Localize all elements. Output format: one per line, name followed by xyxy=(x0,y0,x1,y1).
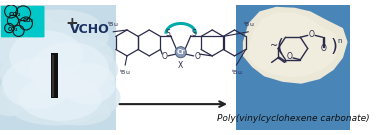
Text: O: O xyxy=(286,53,292,61)
Text: $^t$Bu: $^t$Bu xyxy=(231,68,242,77)
Text: n: n xyxy=(337,38,341,44)
Text: VCHO: VCHO xyxy=(70,23,110,36)
Ellipse shape xyxy=(0,40,46,81)
Text: (: ( xyxy=(276,38,284,56)
Ellipse shape xyxy=(30,42,109,98)
Ellipse shape xyxy=(9,30,84,81)
Ellipse shape xyxy=(0,28,97,74)
Ellipse shape xyxy=(39,21,109,54)
Text: CO₂: CO₂ xyxy=(9,12,21,17)
Text: S: S xyxy=(191,29,196,38)
Text: S: S xyxy=(166,29,170,38)
Text: CO₂: CO₂ xyxy=(8,27,18,32)
Text: $^t$Bu: $^t$Bu xyxy=(107,20,119,29)
Text: X: X xyxy=(178,61,183,70)
Ellipse shape xyxy=(19,74,102,121)
Ellipse shape xyxy=(33,58,97,100)
Ellipse shape xyxy=(16,10,99,37)
Ellipse shape xyxy=(46,98,111,125)
Ellipse shape xyxy=(0,14,60,51)
Bar xyxy=(51,53,58,98)
Ellipse shape xyxy=(0,51,74,98)
Text: ): ) xyxy=(330,38,337,56)
Bar xyxy=(236,5,350,130)
Text: O: O xyxy=(195,52,200,61)
Text: ~: ~ xyxy=(270,41,279,51)
Text: +: + xyxy=(65,16,78,31)
Ellipse shape xyxy=(9,72,93,114)
Ellipse shape xyxy=(0,88,28,116)
Ellipse shape xyxy=(53,37,113,74)
Text: Cr: Cr xyxy=(177,49,185,55)
Text: Poly(vinylcyclohexene carbonate): Poly(vinylcyclohexene carbonate) xyxy=(217,114,369,123)
Polygon shape xyxy=(243,7,348,84)
Bar xyxy=(116,5,236,130)
Circle shape xyxy=(175,47,186,58)
Bar xyxy=(52,55,54,97)
Ellipse shape xyxy=(60,63,116,105)
Text: O: O xyxy=(321,44,327,53)
Text: O: O xyxy=(161,52,167,61)
Text: O: O xyxy=(308,30,314,39)
FancyBboxPatch shape xyxy=(1,6,45,37)
Ellipse shape xyxy=(2,58,72,109)
Ellipse shape xyxy=(84,81,121,114)
Text: $^t$Bu: $^t$Bu xyxy=(119,68,131,77)
Polygon shape xyxy=(248,12,339,77)
Ellipse shape xyxy=(67,51,118,88)
Bar xyxy=(0,5,116,130)
Ellipse shape xyxy=(9,88,102,125)
Text: $^t$Bu: $^t$Bu xyxy=(243,20,254,29)
Text: CO₂: CO₂ xyxy=(22,18,33,23)
Ellipse shape xyxy=(0,72,46,105)
